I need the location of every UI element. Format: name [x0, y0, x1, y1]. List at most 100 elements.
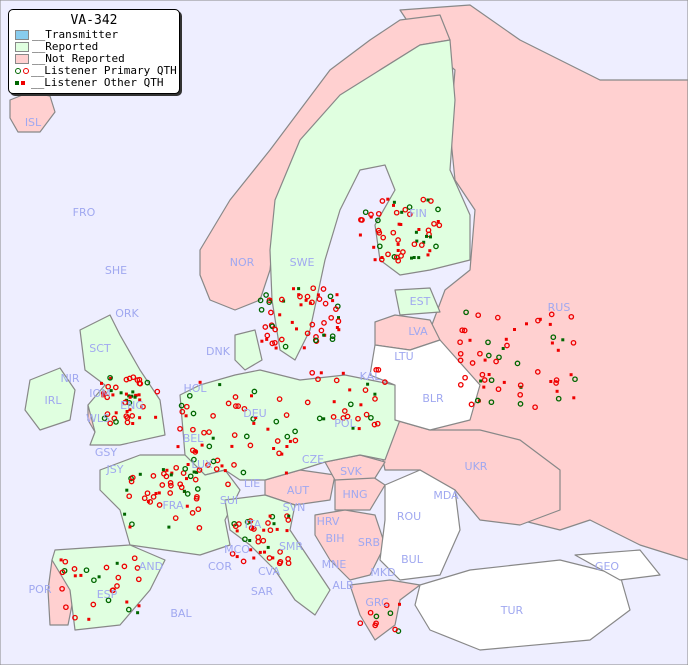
listener-other-qth-marker	[569, 373, 573, 377]
listener-other-qth-marker	[260, 339, 264, 343]
listener-primary-qth-marker	[266, 299, 273, 305]
listener-other-qth-marker	[111, 393, 115, 397]
listener-primary-qth-marker	[191, 456, 197, 463]
listener-primary-qth-marker	[435, 206, 441, 213]
country-label-est: EST	[410, 295, 431, 308]
listener-other-qth-marker	[87, 617, 91, 621]
country-label-fra: FRA	[162, 499, 184, 512]
listener-primary-qth-marker	[125, 606, 132, 613]
listener-primary-qth-marker	[357, 620, 364, 627]
listener-other-qth-marker	[138, 398, 142, 402]
listener-primary-qth-marker	[534, 369, 541, 375]
country-label-rus: RUS	[548, 301, 571, 314]
listener-primary-qth-marker	[488, 399, 495, 406]
listener-primary-qth-marker	[121, 563, 128, 570]
listener-other-qth-marker	[322, 333, 326, 337]
listener-primary-qth-marker	[463, 309, 469, 316]
listener-other-qth-marker	[154, 415, 158, 419]
listener-other-qth-marker	[426, 198, 430, 202]
listener-primary-qth-marker	[235, 403, 242, 409]
listener-other-qth-marker	[358, 233, 362, 237]
listener-other-qth-marker	[396, 242, 400, 246]
listener-other-qth-marker	[274, 346, 278, 350]
listener-primary-qth-marker	[488, 377, 495, 384]
listener-primary-qth-marker	[251, 526, 257, 532]
listener-other-qth-marker	[412, 256, 416, 259]
listener-primary-qth-marker	[457, 339, 463, 346]
country-label-eng: ENG	[120, 399, 144, 412]
listener-primary-qth-marker	[141, 495, 148, 502]
listener-other-qth-marker	[479, 379, 483, 383]
listener-primary-qth-marker	[232, 403, 239, 409]
legend-title: VA-342	[70, 13, 118, 28]
country-label-iom: IOM	[89, 387, 110, 400]
listener-primary-qth-marker	[144, 379, 151, 386]
listener-primary-qth-marker	[320, 286, 327, 292]
listener-other-qth-marker	[290, 320, 294, 324]
listener-primary-qth-marker	[375, 227, 382, 234]
listener-other-qth-marker	[425, 234, 428, 238]
listener-primary-qth-marker	[496, 354, 502, 361]
listener-primary-qth-marker	[144, 490, 151, 497]
listener-primary-qth-marker	[135, 576, 142, 583]
listener-primary-qth-marker	[372, 622, 379, 629]
listener-other-qth-marker	[561, 338, 565, 342]
listener-other-qth-marker	[137, 604, 141, 608]
country-label-hol: HOL	[183, 382, 207, 395]
listener-other-qth-marker	[131, 422, 135, 425]
country-label-hng: HNG	[342, 488, 367, 501]
listener-primary-qth-marker	[431, 220, 437, 227]
listener-primary-qth-marker	[126, 493, 133, 500]
listener-primary-qth-marker	[240, 469, 247, 476]
listener-other-qth-marker	[550, 341, 554, 345]
listener-primary-qth-marker	[517, 401, 524, 407]
listener-other-qth-marker	[556, 348, 560, 352]
listener-other-qth-marker	[396, 249, 400, 252]
listener-primary-qth-marker	[182, 465, 189, 472]
listener-other-qth-marker	[230, 444, 234, 448]
listener-other-qth-marker	[302, 346, 306, 350]
listener-other-qth-marker	[266, 427, 270, 431]
listener-other-qth-marker	[125, 600, 129, 604]
listener-primary-qth-marker	[327, 293, 334, 300]
listener-primary-qth-marker	[196, 467, 203, 473]
listener-primary-qth-marker	[225, 400, 232, 407]
listener-other-qth-marker	[211, 436, 215, 440]
listener-primary-qth-marker	[572, 376, 578, 383]
listener-primary-qth-marker	[406, 204, 413, 210]
listener-primary-qth-marker	[205, 462, 211, 468]
listener-primary-qth-marker	[225, 481, 231, 488]
listener-other-qth-marker	[59, 558, 63, 562]
listener-primary-qth-marker	[247, 518, 254, 524]
listener-primary-qth-marker	[284, 433, 291, 440]
listener-primary-qth-marker	[304, 399, 311, 406]
country-geo	[574, 549, 661, 581]
listener-primary-qth-marker	[242, 536, 248, 543]
country-est	[394, 287, 441, 316]
listener-other-qth-marker	[400, 210, 404, 214]
listener-other-qth-marker	[295, 327, 298, 331]
listener-primary-qth-marker	[292, 428, 298, 435]
listener-primary-qth-marker	[63, 604, 69, 611]
listener-primary-qth-marker	[105, 383, 112, 390]
listener-primary-qth-marker	[72, 614, 78, 621]
listener-primary-qth-marker	[395, 237, 401, 243]
listener-primary-qth-marker	[548, 311, 555, 318]
listener-primary-qth-marker	[278, 296, 285, 303]
listener-primary-qth-marker	[136, 380, 143, 387]
listener-other-qth-marker	[414, 230, 418, 234]
listener-other-qth-marker	[186, 463, 190, 466]
listener-primary-qth-marker	[91, 577, 97, 584]
country-label-srb: SRB	[358, 536, 380, 549]
listener-primary-qth-marker	[147, 499, 154, 505]
listener-other-qth-marker	[549, 380, 553, 383]
listener-primary-qth-marker	[382, 379, 388, 385]
country-label-deu: DEU	[243, 407, 266, 420]
listener-primary-qth-marker	[277, 549, 283, 555]
listener-other-qth-marker	[138, 472, 142, 476]
listener-primary-qth-marker	[167, 490, 174, 496]
listener-primary-qth-marker	[71, 566, 78, 572]
listener-primary-qth-marker	[103, 564, 110, 571]
listener-primary-qth-marker	[457, 381, 464, 388]
listener-primary-qth-marker	[469, 360, 476, 366]
